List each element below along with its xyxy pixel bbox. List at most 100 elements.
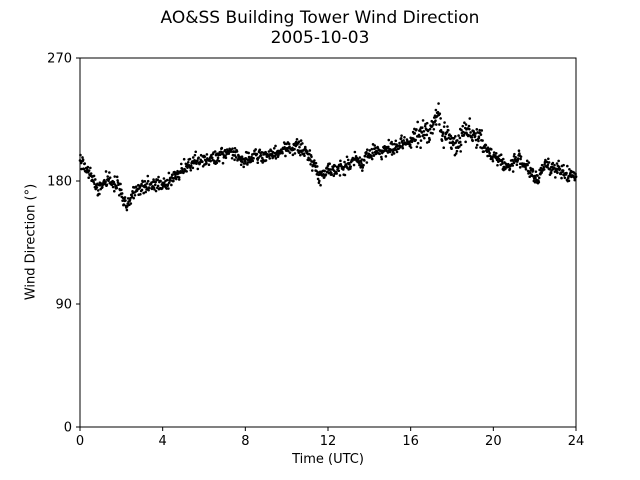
data-point [380, 157, 384, 161]
data-point [209, 159, 212, 163]
data-point [140, 188, 144, 192]
data-point [244, 159, 247, 163]
y-tick-label: 90 [55, 298, 72, 313]
data-point [337, 169, 341, 173]
data-point [415, 145, 419, 149]
data-point [399, 137, 403, 140]
data-point [511, 164, 515, 167]
x-tick-label: 8 [241, 434, 249, 449]
data-point [328, 162, 331, 165]
data-point [246, 163, 249, 166]
data-point [499, 153, 503, 156]
data-point [257, 156, 260, 159]
x-tick-label: 24 [568, 434, 585, 449]
data-point [386, 151, 390, 154]
data-point [416, 120, 419, 124]
data-point [108, 176, 112, 179]
data-point [116, 179, 119, 182]
data-point [494, 151, 498, 155]
data-point [177, 178, 181, 181]
data-point [449, 134, 453, 138]
data-point [534, 176, 537, 180]
data-point [537, 176, 541, 180]
data-point [360, 158, 364, 161]
data-point [332, 174, 336, 178]
data-point [165, 178, 169, 182]
data-point [87, 169, 91, 172]
data-point [438, 123, 441, 126]
data-point [119, 182, 122, 186]
data-point [428, 138, 431, 141]
data-point [268, 157, 272, 160]
data-point [182, 157, 186, 161]
data-point [559, 172, 563, 176]
data-point [339, 159, 342, 163]
data-point [457, 134, 460, 137]
data-point [549, 171, 553, 175]
data-point [438, 112, 442, 116]
data-point [434, 119, 437, 123]
data-point [473, 134, 477, 138]
data-point [524, 167, 528, 171]
data-point [403, 136, 406, 139]
data-point [170, 183, 173, 187]
data-point [89, 172, 93, 175]
data-point [126, 197, 130, 200]
data-point [448, 141, 452, 145]
data-point [536, 174, 539, 177]
data-point [115, 175, 119, 179]
data-point [275, 153, 278, 156]
data-point [353, 150, 357, 154]
data-point [446, 128, 450, 132]
data-point [528, 171, 532, 175]
data-point [169, 179, 173, 182]
data-point [525, 159, 529, 163]
x-tick-label: 12 [320, 434, 337, 449]
data-point [115, 186, 119, 190]
data-point [141, 180, 145, 184]
data-point [432, 127, 436, 131]
data-point [456, 139, 459, 142]
data-point [459, 150, 462, 153]
data-point [555, 162, 559, 165]
data-point [368, 149, 372, 152]
data-point [205, 153, 209, 156]
data-point [496, 163, 499, 167]
data-point [224, 154, 227, 158]
data-point [561, 169, 565, 172]
data-point [475, 143, 479, 147]
data-point [256, 161, 260, 165]
data-point [478, 128, 481, 132]
data-point [281, 151, 284, 155]
data-point [484, 143, 488, 147]
data-point [241, 160, 244, 164]
data-point [142, 191, 145, 195]
data-point [454, 152, 458, 155]
data-point [204, 160, 208, 163]
data-point [365, 150, 368, 154]
data-point [540, 163, 544, 167]
data-point [516, 157, 520, 160]
data-point [458, 136, 462, 140]
data-point [122, 203, 126, 206]
data-point [205, 162, 208, 165]
data-point [277, 153, 280, 157]
data-point [194, 150, 198, 154]
data-point [264, 159, 268, 162]
data-point [462, 133, 466, 137]
data-point [111, 185, 115, 189]
data-point [458, 145, 461, 148]
data-point [125, 208, 129, 212]
data-point [146, 179, 150, 183]
data-point [518, 152, 521, 155]
data-point [416, 141, 420, 145]
data-point [217, 159, 221, 163]
data-point [451, 140, 455, 143]
data-point [220, 146, 224, 150]
data-point [180, 167, 184, 170]
data-point [287, 142, 291, 146]
data-point [467, 124, 471, 128]
data-point [365, 161, 369, 164]
data-point [189, 168, 193, 172]
